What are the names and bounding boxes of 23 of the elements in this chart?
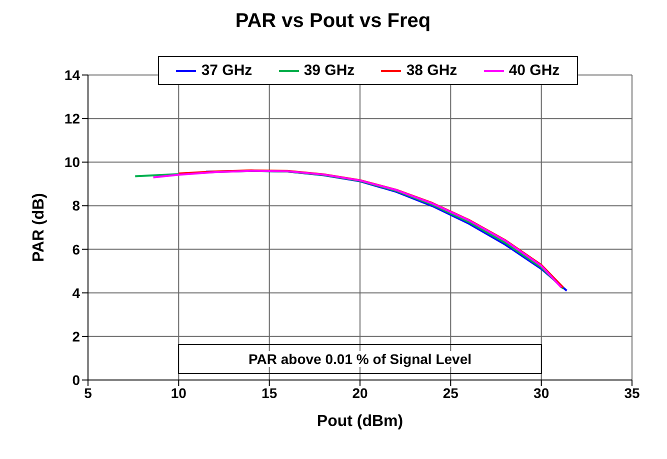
legend-label: 39 GHz <box>302 62 355 79</box>
x-tick-label: 20 <box>352 384 368 401</box>
y-axis-title: PAR (dB) <box>30 192 48 262</box>
x-axis-title: Pout (dBm) <box>316 413 404 430</box>
y-tick-label: 14 <box>64 66 80 83</box>
x-tick-label: 30 <box>534 384 550 401</box>
legend-label: 37 GHz <box>200 62 252 79</box>
legend-label: 40 GHz <box>508 62 560 79</box>
chart-title: PAR vs Pout vs Freq <box>234 10 432 33</box>
x-tick-label: 15 <box>262 384 278 401</box>
x-tick-label: 35 <box>624 384 640 401</box>
y-tick-label: 10 <box>64 154 80 170</box>
y-tick-label: 8 <box>72 198 80 214</box>
x-tick-label: 5 <box>84 384 92 401</box>
x-tick-label: 25 <box>442 384 459 401</box>
x-tick-label: 10 <box>170 384 187 401</box>
legend-label: 38 GHz <box>405 62 458 79</box>
annotation: PAR above 0.01 % of Signal Level <box>246 351 474 367</box>
y-tick-label: 6 <box>72 241 80 258</box>
y-tick-label: 2 <box>72 328 80 344</box>
y-tick-label: 0 <box>72 372 80 388</box>
y-tick-label: 4 <box>72 284 80 301</box>
y-tick-label: 12 <box>64 110 80 127</box>
